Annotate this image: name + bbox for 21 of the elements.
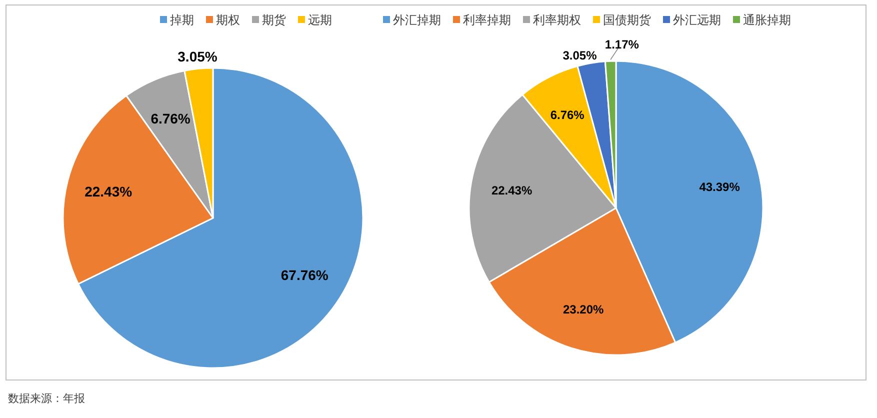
legend-label: 外汇掉期	[393, 13, 441, 27]
legend-label: 期货	[262, 13, 286, 27]
source-note: 数据来源：年报	[8, 392, 85, 405]
data-label: 23.20%	[563, 302, 604, 317]
data-label: 22.43%	[84, 183, 133, 200]
legend-label: 利率期权	[533, 13, 581, 27]
data-label: 3.05%	[562, 48, 598, 62]
legend-label: 外汇远期	[673, 13, 721, 27]
legend-label: 掉期	[170, 13, 194, 27]
data-label: 22.43%	[491, 183, 532, 198]
legend-label: 远期	[308, 13, 332, 27]
data-label: 6.76%	[150, 110, 191, 127]
data-label: 43.39%	[699, 180, 740, 194]
legend-label: 国债期货	[603, 13, 651, 27]
data-label: 67.76%	[280, 267, 329, 284]
legend-label: 利率掉期	[463, 13, 511, 27]
data-label: 1.17%	[604, 37, 640, 52]
data-label: 6.76%	[550, 108, 585, 122]
legend-label: 通胀掉期	[743, 13, 791, 27]
legend-label: 期权	[216, 13, 240, 27]
data-label: 3.05%	[178, 48, 218, 65]
